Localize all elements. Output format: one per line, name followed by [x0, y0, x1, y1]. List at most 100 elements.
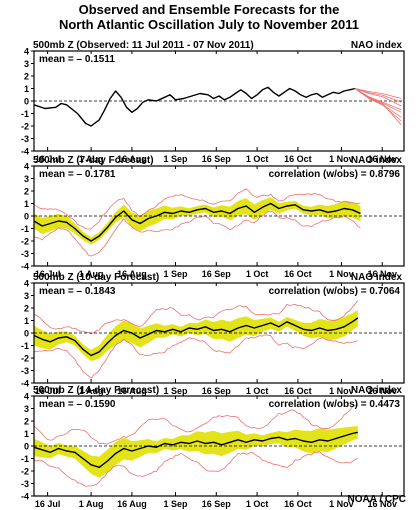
panel-3-xtick-label-0: 16 Jul [35, 499, 61, 509]
panel-3-ytick-label-6: -2 [21, 467, 29, 477]
chart-title-line-1: Observed and Ensemble Forecasts for the [78, 2, 340, 17]
panel-1-ytick-label-0: 4 [24, 162, 29, 172]
panel-0-xtick-label-6: 16 Oct [284, 154, 312, 164]
panel-1-xtick-label-4: 16 Sep [202, 269, 232, 279]
panel-3-title: 500mb Z (14-day Forecast) [33, 385, 159, 396]
panel-3-ytick-label-5: -1 [21, 454, 29, 464]
panel-2-xtick-label-1: 1 Aug [79, 386, 104, 396]
panel-3-ytick-label-7: -3 [21, 479, 29, 489]
panel-1-mean-label: mean = – 0.1781 [39, 169, 116, 180]
panel-0-title: 500mb Z (Observed: 11 Jul 2011 - 07 Nov … [33, 40, 254, 51]
panel-1-ytick-label-6: -2 [21, 237, 29, 247]
panel-3-mean-label: mean = – 0.1590 [39, 399, 116, 410]
panel-3-xtick-label-5: 1 Oct [246, 499, 269, 509]
panel-0-ytick-label-7: -3 [21, 134, 29, 144]
panel-1-correlation-label: correlation (w/obs) = 0.8796 [269, 169, 401, 180]
panel-3-series-line [33, 431, 358, 468]
panel-3-xtick-label-3: 1 Sep [163, 499, 188, 509]
panel-2-index-label: NAO index [351, 272, 403, 283]
panel-1-series-line [33, 202, 361, 242]
panel-2-ytick-label-2: 2 [24, 304, 29, 314]
panel-1-xtick-label-2: 16 Aug [117, 269, 147, 279]
panel-1-xtick-label-1: 1 Aug [79, 269, 104, 279]
panel-3-correlation-label: correlation (w/obs) = 0.4473 [269, 399, 401, 410]
panel-0-series-line [33, 86, 356, 127]
panel-2-xtick-label-8: 16 Nov [367, 386, 397, 396]
panel-1-ytick-label-2: 2 [24, 187, 29, 197]
panel-0-forecast-member-5 [354, 88, 402, 103]
panel-0-mean-label: mean = – 0.1511 [39, 54, 115, 65]
panel-0-ytick-label-0: 4 [24, 47, 29, 57]
panel-0-forecast-member-6 [354, 88, 402, 111]
panel-2-ytick-label-8: -4 [21, 379, 29, 389]
panel-0-xtick-label-7: 1 Nov [329, 154, 354, 164]
panel-2-mean-label: mean = – 0.1843 [39, 286, 116, 297]
panel-1-xtick-label-7: 1 Nov [329, 269, 354, 279]
panel-1-ytick-label-5: -1 [21, 224, 29, 234]
panel-2-xtick-label-2: 16 Aug [117, 386, 147, 396]
panel-2-xtick-label-4: 16 Sep [202, 386, 232, 396]
panel-1-index-label: NAO index [351, 155, 403, 166]
panel-1-ytick-label-4: 0 [24, 212, 29, 222]
panel-2-xtick-label-6: 16 Oct [284, 386, 312, 396]
panel-3-member-envelope-upper [33, 404, 358, 445]
panel-2-series-line [33, 317, 359, 357]
panel-1-xtick-label-8: 16 Nov [367, 269, 397, 279]
panel-0-ytick-label-2: 2 [24, 72, 29, 82]
panel-3-xtick-label-4: 16 Sep [202, 499, 232, 509]
panel-0-forecast-member-0 [354, 88, 402, 99]
panel-1-ytick-label-7: -3 [21, 249, 29, 259]
panel-2-xtick-label-5: 1 Oct [246, 386, 269, 396]
panel-3-xtick-label-6: 16 Oct [284, 499, 312, 509]
panel-0-xtick-label-3: 1 Sep [163, 154, 188, 164]
panel-2-ytick-label-6: -2 [21, 354, 29, 364]
panel-0-xtick-label-1: 1 Aug [79, 154, 104, 164]
panel-1-ytick-label-1: 3 [24, 174, 29, 184]
panel-3-xtick-label-8: 16 Nov [367, 499, 397, 509]
panel-0-ytick-label-3: 1 [24, 84, 29, 94]
panel-1-spread-band [34, 197, 361, 245]
panel-3-xtick-label-7: 1 Nov [329, 499, 354, 509]
panel-1-xtick-label-6: 16 Oct [284, 269, 312, 279]
panel-0-forecast-member-1 [354, 88, 402, 107]
panel-1-xtick-label-3: 1 Sep [163, 269, 188, 279]
panel-2-member-envelope-upper [33, 300, 359, 335]
panel-0-xtick-label-4: 16 Sep [202, 154, 232, 164]
panel-1-title: 500mb Z (7-day Forecast) [33, 155, 154, 166]
panel-0-xtick-label-2: 16 Aug [117, 154, 147, 164]
panel-3-ytick-label-8: -4 [21, 492, 29, 502]
panel-1-member-envelope-upper [33, 188, 361, 230]
panel-0-forecast-member-7 [354, 88, 402, 126]
panel-1-ytick-label-3: 1 [24, 199, 29, 209]
panel-3-ytick-label-0: 4 [24, 392, 29, 402]
panel-3-xtick-label-2: 16 Aug [117, 499, 147, 509]
panel-2-ytick-label-7: -3 [21, 366, 29, 376]
panel-3-index-label: NAO index [351, 385, 403, 396]
panel-1-xtick-label-5: 1 Oct [246, 269, 269, 279]
panel-1-ytick-label-8: -4 [21, 262, 29, 272]
panel-2-ytick-label-0: 4 [24, 279, 29, 289]
panel-1-xtick-label-0: 16 Jul [35, 269, 61, 279]
panel-2-title: 500mb Z (10-day Forecast) [33, 272, 159, 283]
source-credit: NOAA / CPC [347, 494, 406, 505]
panel-0-ytick-label-6: -2 [21, 122, 29, 132]
panel-0-ytick-label-4: 0 [24, 97, 29, 107]
panel-3-ytick-label-2: 2 [24, 417, 29, 427]
panel-2-correlation-label: correlation (w/obs) = 0.7064 [269, 286, 401, 297]
chart-title-line-2: North Atlantic Oscillation July to Novem… [58, 17, 360, 32]
panel-2-ytick-label-5: -1 [21, 341, 29, 351]
panel-0-ytick-label-8: -4 [21, 147, 29, 157]
panel-2-xtick-label-3: 1 Sep [163, 386, 188, 396]
panel-2-xtick-label-0: 16 Jul [35, 386, 61, 396]
panel-3-ytick-label-4: 0 [24, 442, 29, 452]
panel-3-ytick-label-3: 1 [24, 429, 29, 439]
panel-3-member-envelope-lower [33, 451, 358, 487]
panel-3-ytick-label-1: 3 [24, 404, 29, 414]
panel-0-xtick-label-0: 16 Jul [35, 154, 61, 164]
panel-0-ytick-label-5: -1 [21, 109, 29, 119]
panel-2-ytick-label-3: 1 [24, 316, 29, 326]
panel-3-spread-band [34, 426, 358, 478]
panel-0-xtick-label-5: 1 Oct [246, 154, 269, 164]
panel-2-member-envelope-lower [34, 334, 358, 379]
